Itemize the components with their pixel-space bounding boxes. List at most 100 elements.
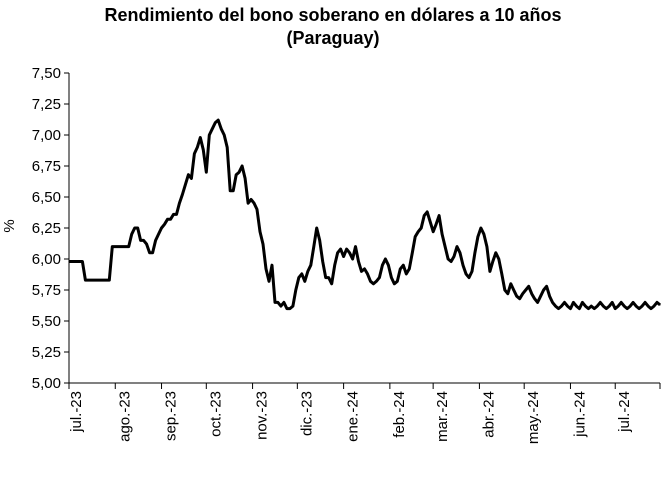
data-point <box>477 236 479 238</box>
data-point <box>274 301 276 303</box>
data-point <box>357 260 360 263</box>
data-point <box>378 277 380 279</box>
data-point <box>614 308 616 310</box>
x-tick-label: jun.-24 <box>571 391 588 438</box>
data-point <box>211 128 213 130</box>
data-point <box>417 231 419 233</box>
data-point <box>152 252 154 254</box>
data-point <box>125 246 127 248</box>
chart-title: Rendimiento del bono soberano en dólares… <box>104 5 561 25</box>
data-point <box>172 213 175 215</box>
x-tick-label: oct.-23 <box>207 391 224 437</box>
data-point <box>605 308 607 310</box>
data-point <box>346 248 348 250</box>
data-point <box>178 202 180 204</box>
data-point <box>492 260 494 263</box>
data-point <box>352 258 354 260</box>
data-point <box>516 295 518 297</box>
data-point <box>537 301 539 303</box>
y-tick-label: 5,50 <box>32 313 61 330</box>
data-point <box>486 246 488 248</box>
data-point <box>193 153 195 155</box>
x-tick-label: mar.-24 <box>434 391 451 442</box>
data-point <box>310 264 312 266</box>
data-point <box>387 264 389 266</box>
y-tick-label: 6,25 <box>32 220 61 237</box>
data-point <box>289 308 291 310</box>
data-point <box>540 295 542 297</box>
data-point <box>319 239 321 241</box>
data-point <box>611 301 613 303</box>
data-point <box>453 255 455 258</box>
x-tick-label: dic.-23 <box>298 391 315 436</box>
data-point <box>408 268 410 270</box>
data-point <box>229 190 231 192</box>
data-point <box>402 264 404 266</box>
data-point <box>519 298 521 300</box>
data-point <box>316 227 318 229</box>
data-point <box>444 246 446 248</box>
data-point <box>134 227 136 229</box>
data-point <box>578 308 581 310</box>
data-point <box>459 252 461 254</box>
data-point <box>313 246 315 248</box>
data-point <box>635 305 637 307</box>
data-point <box>563 301 566 303</box>
data-point <box>414 236 416 238</box>
data-point <box>322 260 324 263</box>
data-point <box>84 279 86 281</box>
data-point <box>250 198 252 201</box>
data-point <box>581 301 584 303</box>
data-point <box>629 305 631 307</box>
data-point <box>522 293 524 295</box>
y-tick-label: 5,25 <box>32 344 61 361</box>
data-point <box>441 233 443 235</box>
data-point <box>307 270 309 272</box>
data-point <box>199 136 201 139</box>
data-point <box>429 221 431 223</box>
data-point <box>366 273 369 275</box>
data-point <box>166 218 169 220</box>
data-point <box>438 215 440 217</box>
data-point <box>253 202 255 204</box>
data-point <box>283 301 285 303</box>
data-point <box>265 268 267 270</box>
data-point <box>608 305 610 307</box>
data-point <box>393 283 395 285</box>
data-point <box>328 277 330 279</box>
data-point <box>340 248 342 250</box>
data-point <box>190 177 192 179</box>
data-point <box>620 301 622 303</box>
data-point <box>432 231 434 233</box>
x-tick-label: ago.-23 <box>116 391 133 442</box>
data-point <box>557 308 560 310</box>
data-point <box>375 280 377 282</box>
data-point <box>566 305 569 307</box>
data-point <box>235 174 237 176</box>
data-point <box>602 305 604 307</box>
data-point <box>599 301 601 303</box>
data-point <box>247 202 249 204</box>
data-point <box>525 289 527 291</box>
data-point <box>205 171 207 173</box>
data-point <box>155 239 157 241</box>
data-point <box>301 273 303 275</box>
data-point <box>131 233 133 235</box>
data-point <box>360 270 363 272</box>
data-point <box>560 305 563 307</box>
data-point <box>292 305 294 307</box>
y-axis-label: % <box>1 219 18 232</box>
data-point <box>160 227 163 229</box>
data-point <box>259 231 261 233</box>
data-point <box>157 233 160 235</box>
data-point <box>143 239 145 241</box>
data-point <box>256 208 258 210</box>
data-point <box>295 289 297 291</box>
y-tick-label: 7,50 <box>32 65 61 82</box>
data-point <box>286 308 288 310</box>
data-point <box>551 301 554 303</box>
data-point <box>238 171 240 173</box>
data-point <box>632 301 634 303</box>
x-axis: jul.-23 ago.-23 sep.-23 oct.-23 nov.-23 dic.-… <box>68 383 661 444</box>
data-point <box>187 174 189 176</box>
